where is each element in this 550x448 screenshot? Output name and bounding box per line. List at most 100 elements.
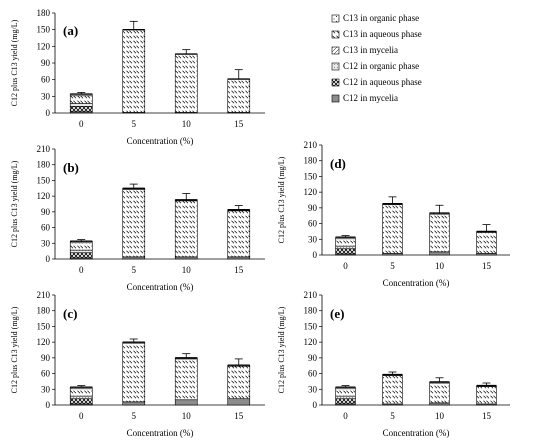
y-tick-label: 0	[313, 250, 318, 260]
y-axis-label: C12 plus C13 yield (mg/L)	[277, 156, 286, 243]
y-tick-label: 180	[37, 8, 51, 18]
bar-segment	[69, 395, 93, 400]
x-tick-label: 5	[132, 411, 137, 421]
legend-label-c12_aq: C12 in aqueous phase	[343, 77, 422, 87]
panel-d: 0 30 60 90 120 150 180 210 0 5 10 15 Concentration (…	[277, 140, 510, 288]
x-axis-label: Concentration (%)	[127, 282, 194, 292]
bar-segment	[174, 358, 198, 401]
y-tick-label: 30	[41, 238, 51, 248]
x-axis-label: Concentration (%)	[127, 428, 194, 438]
bar-segment	[476, 386, 497, 405]
bar-segment	[69, 249, 93, 254]
bar-segment	[69, 106, 93, 113]
x-tick-label: 5	[390, 261, 395, 271]
y-tick-label: 120	[37, 41, 51, 51]
y-tick-label: 90	[41, 353, 51, 363]
bar-segment	[429, 382, 450, 404]
x-tick-label: 10	[435, 411, 445, 421]
panel-label: (c)	[63, 306, 77, 321]
x-tick-label: 10	[435, 261, 445, 271]
panel-label: (a)	[63, 23, 78, 38]
y-axis-label: C12 plus C13 yield (mg/L)	[277, 306, 286, 393]
y-tick-label: 90	[41, 207, 51, 217]
bar-segment	[174, 399, 198, 406]
legend-label-c13_org: C13 in organic phase	[343, 13, 419, 23]
y-tick-label: 150	[304, 171, 318, 181]
y-tick-label: 210	[304, 140, 318, 150]
y-tick-label: 0	[46, 400, 51, 410]
y-tick-label: 150	[37, 321, 51, 331]
legend-label-c13_aq: C13 in aqueous phase	[343, 29, 422, 39]
legend-swatch-c12_org	[331, 62, 340, 71]
x-tick-label: 5	[132, 265, 137, 275]
bar-segment	[335, 248, 356, 255]
bar-segment	[335, 245, 356, 250]
y-tick-label: 60	[41, 223, 51, 233]
x-tick-label: 10	[182, 411, 192, 421]
bar-segment	[227, 78, 251, 113]
bar-segment	[429, 213, 450, 253]
x-axis-label: Concentration (%)	[127, 136, 194, 146]
bar-segment	[122, 189, 146, 258]
x-tick-label: 5	[132, 119, 137, 129]
legend: C13 in organic phase C13 in aqueous phase…	[331, 13, 422, 103]
y-tick-label: 60	[41, 75, 51, 85]
x-axis-label: Concentration (%)	[383, 428, 450, 438]
legend-swatch-c13_aq	[331, 30, 340, 39]
y-tick-label: 30	[41, 91, 51, 101]
x-tick-label: 0	[343, 411, 348, 421]
y-tick-label: 120	[37, 337, 51, 347]
legend-swatch-c12_aq	[331, 78, 340, 87]
bar-segment	[174, 256, 198, 260]
legend-label-c12_my: C12 in mycelia	[343, 93, 398, 103]
x-tick-label: 0	[79, 411, 84, 421]
y-tick-label: 180	[304, 306, 318, 316]
bar-segment	[122, 256, 146, 260]
bar-segment	[335, 398, 356, 405]
y-tick-label: 150	[304, 321, 318, 331]
panel-label: (d)	[330, 156, 346, 171]
panel-label: (e)	[330, 306, 344, 321]
panel-label: (b)	[63, 160, 79, 175]
y-tick-label: 150	[37, 25, 51, 35]
x-tick-label: 5	[390, 411, 395, 421]
y-tick-label: 60	[308, 219, 318, 229]
x-tick-label: 0	[79, 265, 84, 275]
x-tick-label: 15	[234, 119, 244, 129]
x-tick-label: 0	[343, 261, 348, 271]
x-axis-label: Concentration (%)	[383, 278, 450, 288]
x-tick-label: 10	[182, 265, 192, 275]
x-tick-label: 15	[234, 411, 244, 421]
panel-c: 0 30 60 90 120 150 180 210 0 5 10 15 Concentration (…	[10, 290, 265, 438]
bar-segment	[335, 388, 356, 397]
y-tick-label: 0	[313, 400, 318, 410]
y-tick-label: 210	[304, 290, 318, 300]
y-tick-label: 150	[37, 175, 51, 185]
y-tick-label: 0	[46, 108, 51, 118]
y-tick-label: 60	[308, 369, 318, 379]
bar-segment	[69, 242, 93, 251]
bar-segment	[227, 365, 251, 400]
y-tick-label: 120	[37, 191, 51, 201]
legend-swatch-c12_my	[331, 94, 340, 103]
y-tick-label: 180	[37, 160, 51, 170]
x-tick-label: 15	[482, 411, 492, 421]
y-tick-label: 30	[41, 384, 51, 394]
y-tick-label: 0	[46, 254, 51, 264]
y-tick-label: 90	[308, 203, 318, 213]
bar-segment	[69, 388, 93, 397]
legend-label-c12_org: C12 in organic phase	[343, 61, 419, 71]
y-tick-label: 210	[37, 290, 51, 300]
y-tick-label: 90	[41, 58, 51, 68]
bar-segment	[69, 103, 93, 107]
y-tick-label: 180	[304, 156, 318, 166]
panel-e: 0 30 60 90 120 150 180 210 0 5 10 15 Concentration (…	[277, 290, 510, 438]
bar-segment	[429, 402, 450, 406]
bar-segment	[122, 342, 146, 403]
y-tick-label: 30	[308, 234, 318, 244]
bar-segment	[335, 395, 356, 400]
x-tick-label: 15	[482, 261, 492, 271]
panel-a: 0 30 60 90 120 150 180 0 5 10 15 Concentration (%) C…	[10, 8, 265, 146]
